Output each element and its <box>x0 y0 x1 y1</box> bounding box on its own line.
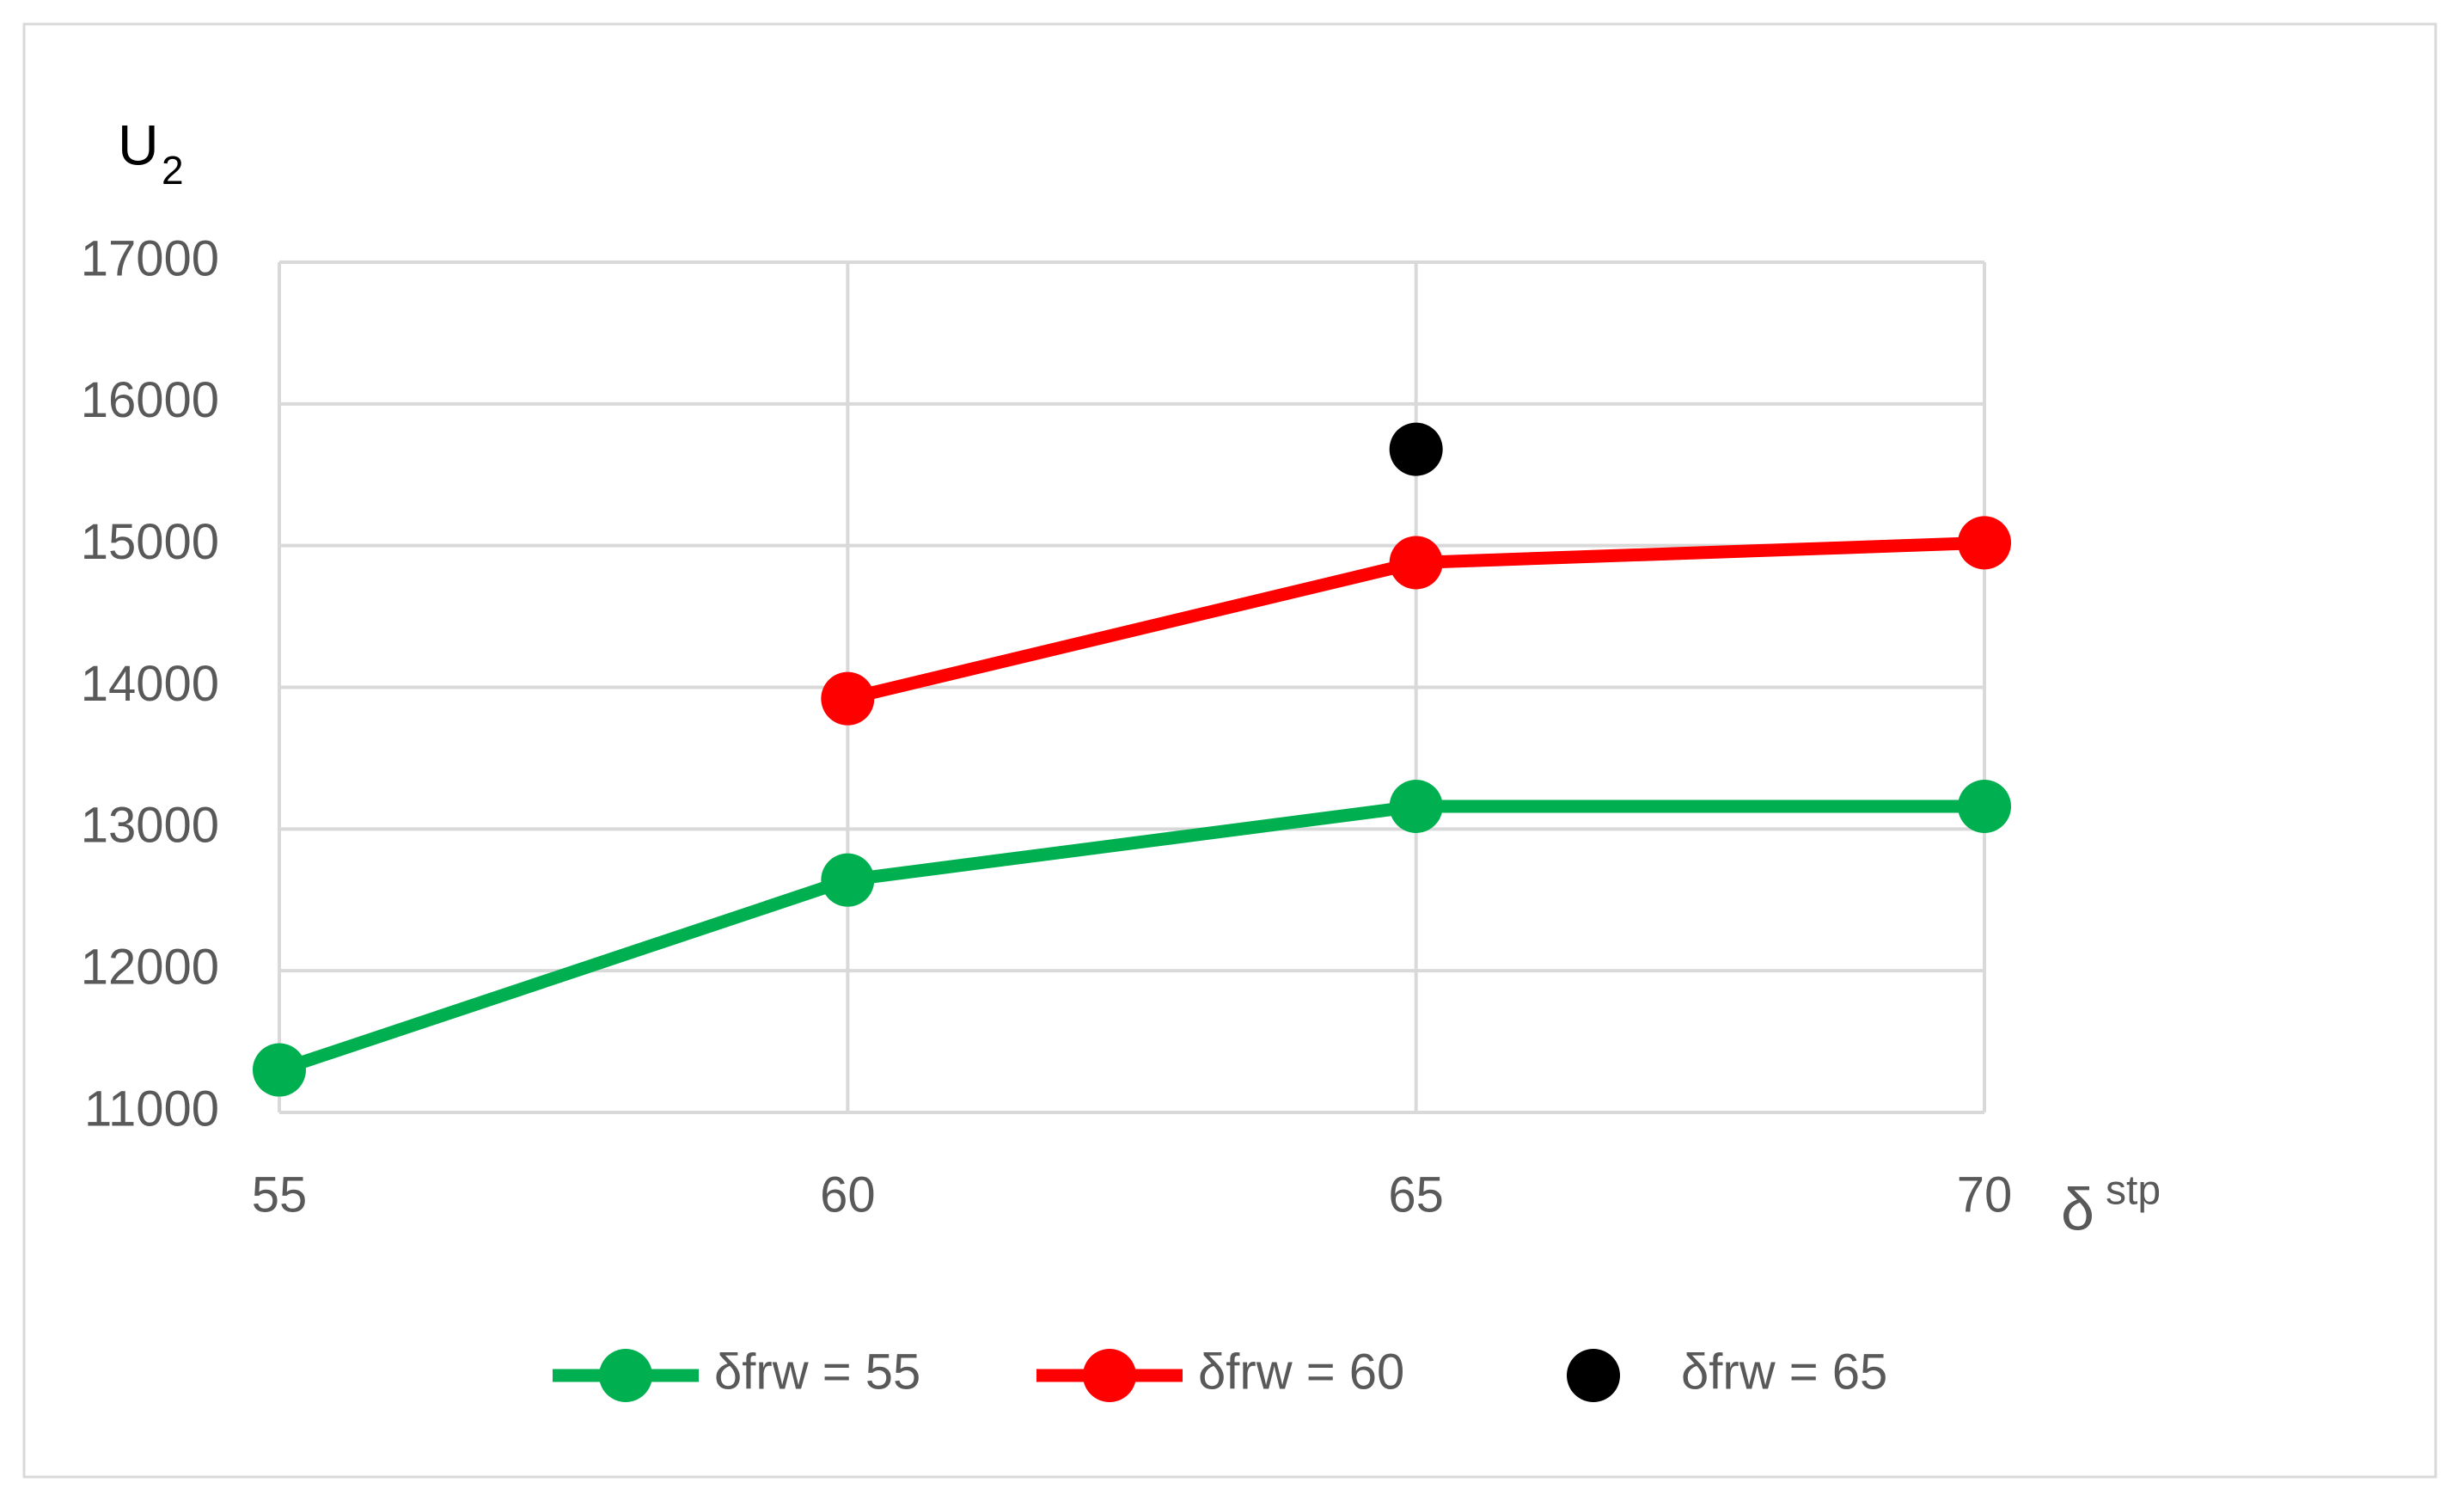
x-axis-label-sup: stp <box>2106 1168 2161 1214</box>
legend-marker <box>1083 1349 1136 1402</box>
y-tick-label: 12000 <box>81 939 219 995</box>
legend-marker <box>599 1349 652 1402</box>
y-tick-label: 16000 <box>81 372 219 428</box>
legend-label: δfrw = 55 <box>714 1344 920 1400</box>
y-tick-label: 14000 <box>81 656 219 712</box>
x-axis-label: δ <box>2061 1175 2094 1242</box>
point <box>1958 779 2011 833</box>
legend-marker <box>1567 1349 1620 1402</box>
series-line <box>277 800 1984 1076</box>
point <box>1389 422 1443 476</box>
x-tick-label: 60 <box>820 1167 876 1222</box>
y-tick-label: 15000 <box>81 514 219 570</box>
x-tick-label: 65 <box>1388 1167 1444 1222</box>
point <box>821 671 875 726</box>
y-tick-label: 17000 <box>81 230 219 286</box>
y-tick-label: 13000 <box>81 798 219 854</box>
y-axis-label-sub: 2 <box>162 148 184 193</box>
point <box>1389 536 1443 590</box>
y-axis-label: U <box>118 113 159 176</box>
point <box>253 1043 306 1097</box>
legend-label: δfrw = 65 <box>1681 1344 1887 1400</box>
chart-border <box>22 22 2437 1479</box>
x-tick-label: 70 <box>1957 1167 2013 1222</box>
point <box>821 853 875 907</box>
point <box>1958 516 2011 570</box>
point <box>1389 779 1443 833</box>
x-tick-label: 55 <box>252 1167 308 1222</box>
legend-label: δfrw = 60 <box>1198 1344 1404 1400</box>
y-tick-label: 11000 <box>84 1081 219 1136</box>
